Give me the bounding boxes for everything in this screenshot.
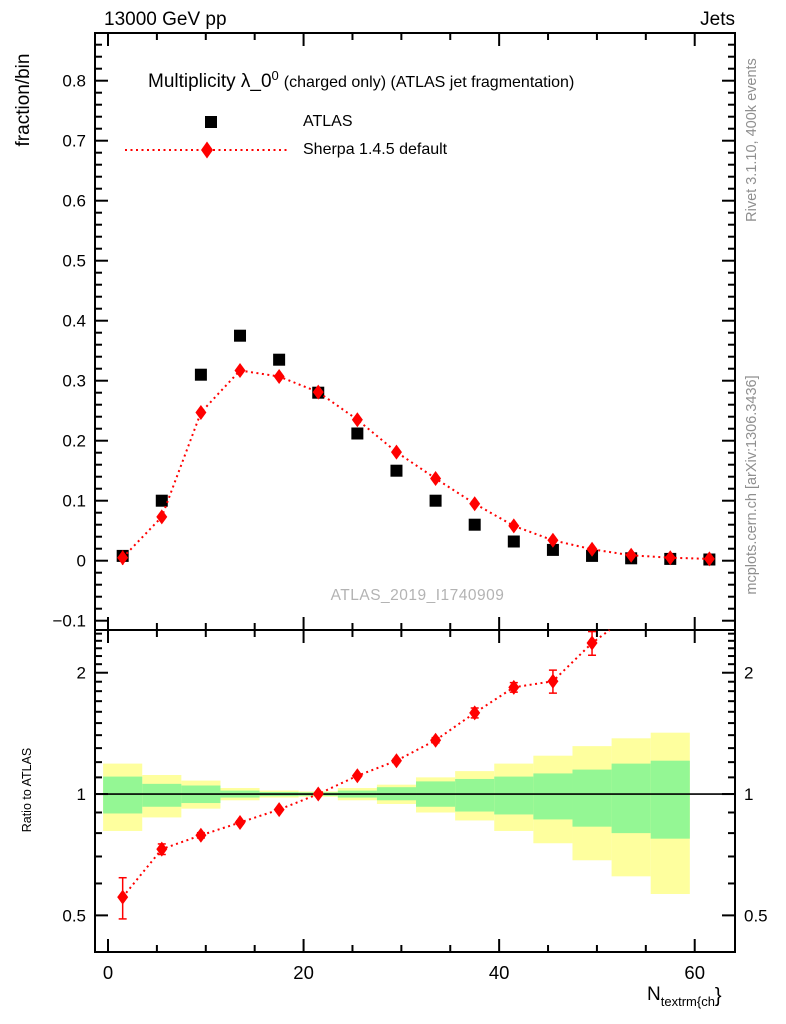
beam-energy-label: 13000 GeV pp	[104, 9, 227, 30]
plot-title-observable: Multiplicity λ_0	[148, 71, 272, 92]
svg-text:0.5: 0.5	[744, 906, 768, 925]
svg-text:0.6: 0.6	[62, 192, 86, 211]
svg-text:0.2: 0.2	[62, 432, 86, 451]
svg-text:2: 2	[77, 664, 86, 683]
main-y-axis-label: fraction/bin	[13, 53, 34, 147]
legend-markers	[125, 116, 290, 159]
tick-labels: 0 20 40 60 −0.1 0 0.1 0.2 0.3 0.4 0.5 0.6 0.7 0.8 0.5 0…	[52, 72, 767, 983]
plot-title-superscript: 0	[271, 68, 279, 83]
uncertainty-band-green	[103, 760, 690, 839]
svg-text:1: 1	[77, 785, 86, 804]
panel-frames	[94, 32, 736, 953]
svg-text:0.8: 0.8	[62, 72, 86, 91]
legend-marker-atlas-square	[205, 116, 217, 128]
svg-text:0.1: 0.1	[62, 492, 86, 511]
svg-text:0.5: 0.5	[62, 906, 86, 925]
ratio-y-axis-label: Ratio to ATLAS	[20, 747, 34, 833]
ratio-series	[117, 629, 611, 920]
mcplots-arxiv-text: mcplots.cern.ch [arXiv:1306.3436]	[744, 375, 760, 595]
svg-text:2: 2	[744, 664, 753, 683]
svg-text:20: 20	[293, 962, 314, 983]
axis-ticks	[95, 33, 735, 952]
legend-label-atlas: ATLAS	[303, 113, 353, 130]
svg-text:60: 60	[684, 962, 705, 983]
svg-text:−0.1: −0.1	[52, 612, 86, 631]
x-axis-label: Ntextrm{ch}	[647, 984, 722, 1008]
svg-text:0: 0	[103, 962, 113, 983]
svg-text:40: 40	[489, 962, 510, 983]
atlas-series	[116, 329, 716, 566]
x-axis-label-subscript: textrm{ch	[660, 994, 715, 1009]
svg-text:0.4: 0.4	[62, 312, 86, 331]
svg-text:1: 1	[744, 785, 753, 804]
svg-text:0.5: 0.5	[62, 252, 86, 271]
x-axis-label-main: N	[647, 984, 661, 1005]
plot-title-qualifier: (charged only) (ATLAS jet fragmentation)	[283, 74, 575, 91]
legend-label-sherpa: Sherpa 1.4.5 default	[303, 141, 448, 158]
svg-text:0.7: 0.7	[62, 132, 86, 151]
plot-title: Multiplicity λ_00 (charged only) (ATLAS j…	[148, 69, 575, 92]
sherpa-series	[117, 363, 715, 567]
watermark-analysis-id: ATLAS_2019_I1740909	[330, 587, 505, 604]
rivet-version-text: Rivet 3.1.10, 400k events	[744, 58, 760, 222]
svg-text:0.3: 0.3	[62, 372, 86, 391]
svg-text:0: 0	[77, 552, 86, 571]
analysis-group-label: Jets	[700, 9, 735, 30]
x-axis-label-brace: }	[714, 985, 722, 1007]
